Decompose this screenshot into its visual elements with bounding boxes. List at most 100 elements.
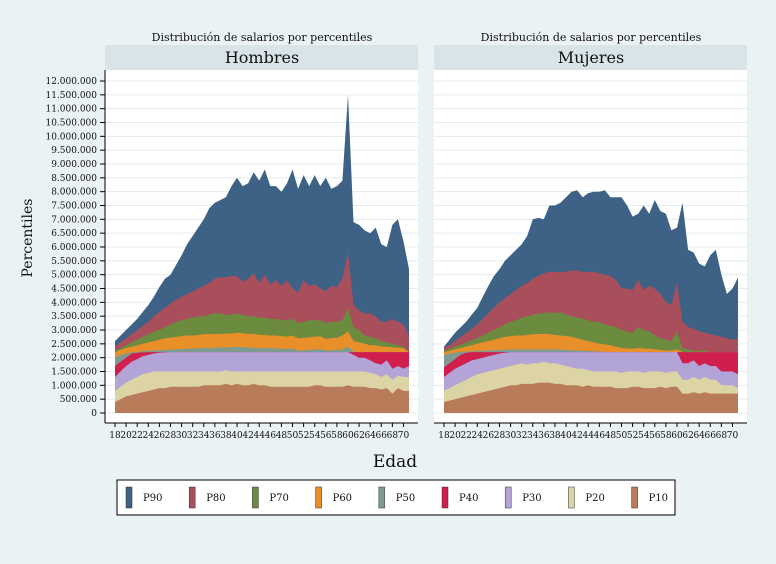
x-tick-label: 44 (582, 431, 594, 441)
x-tick-label: 56 (649, 431, 661, 441)
legend-swatch-p10 (631, 486, 638, 509)
x-tick-label: 62 (353, 431, 364, 441)
x-tick-label: 44 (253, 431, 265, 441)
x-tick-label: 36 (538, 431, 550, 441)
y-tick-label: 4.000.000 (51, 298, 97, 308)
legend-label-p50: P50 (396, 493, 415, 504)
x-tick-label: 58 (331, 431, 343, 441)
legend-label-p10: P10 (649, 493, 668, 504)
x-tick-label: 40 (560, 431, 572, 441)
x-tick-label: 40 (231, 431, 243, 441)
x-tick-label: 48 (276, 431, 288, 441)
y-tick-label: 2.500.000 (51, 340, 97, 350)
legend-swatch-p90 (125, 486, 133, 509)
y-tick-label: 11.500.000 (45, 91, 97, 101)
x-tick-label: 34 (527, 431, 539, 441)
y-tick-label: 6.000.000 (51, 243, 97, 253)
panel-strip-hombres (105, 45, 418, 70)
legend: P90 P80 P70 P60 P50 P40 P30 P20 P10 (116, 479, 676, 516)
legend-label-p30: P30 (522, 493, 541, 504)
x-tick-label: 56 (320, 431, 332, 441)
legend-label-p90: P90 (143, 493, 162, 504)
x-tick-label: 58 (660, 431, 672, 441)
x-tick-label: 22 (131, 431, 142, 441)
legend-label-p70: P70 (269, 493, 288, 504)
x-tick-label: 28 (494, 431, 506, 441)
x-tick-label: 38 (220, 431, 232, 441)
x-tick-label: 46 (594, 431, 606, 441)
legend-swatch-p80 (188, 486, 196, 509)
panel-subtitle-hombres: Hombres (225, 48, 299, 67)
x-tick-label: 38 (549, 431, 561, 441)
x-tick-label: 36 (209, 431, 221, 441)
x-tick-label: 70 (398, 431, 410, 441)
panel-title-mujeres: Distribución de salarios por percentiles (481, 31, 702, 44)
x-tick-label: 60 (671, 431, 683, 441)
plot-area-hombres: 18 20 22 24 26 28 30 32 34 36 38 40 42 44 46 48 50 52 54 56… (105, 70, 418, 441)
panel-title-hombres: Distribución de salarios por percentiles (152, 31, 373, 44)
x-tick-label: 64 (364, 431, 376, 441)
y-tick-label: 7.500.000 (51, 202, 97, 212)
area-series-p10-mujeres (444, 382, 738, 413)
x-tick-label: 24 (472, 431, 484, 441)
legend-label-p60: P60 (333, 493, 352, 504)
y-tick-label: 3.500.000 (51, 312, 97, 322)
panel-subtitle-mujeres: Mujeres (558, 48, 624, 67)
y-tick-label: 9.500.000 (51, 146, 97, 156)
x-tick-label: 18 (438, 431, 450, 441)
y-tick-label: 1.500.000 (51, 368, 97, 378)
x-tick-label: 48 (605, 431, 617, 441)
y-tick-label: 9.000.000 (51, 160, 97, 170)
x-tick-label: 66 (705, 431, 717, 441)
y-tick-label: 6.500.000 (51, 229, 97, 239)
y-tick-label: 11.000.000 (45, 105, 97, 115)
legend-swatch-p20 (568, 486, 575, 509)
x-tick-label: 64 (693, 431, 705, 441)
x-tick-label: 68 (716, 431, 728, 441)
x-tick-label: 20 (120, 431, 132, 441)
x-tick-label: 30 (176, 431, 188, 441)
x-tick-label: 52 (627, 431, 638, 441)
y-tick-label: 5.000.000 (51, 271, 97, 281)
x-tick-label: 32 (516, 431, 527, 441)
x-tick-label: 54 (309, 431, 321, 441)
x-tick-label: 42 (242, 431, 253, 441)
y-tick-label: 500.000 (60, 395, 97, 405)
y-tick-label: 8.500.000 (51, 174, 97, 184)
x-tick-label: 26 (154, 431, 166, 441)
plot-area-mujeres: 18 20 22 24 26 28 30 32 34 36 38 40 42 44 46 48 50 52 54 56… (434, 70, 747, 441)
x-tick-label: 30 (505, 431, 517, 441)
x-tick-label: 34 (198, 431, 210, 441)
legend-swatch-p30 (504, 486, 512, 509)
x-tick-label: 62 (682, 431, 693, 441)
y-tick-label: 2.000.000 (51, 354, 97, 364)
x-tick-label: 32 (187, 431, 198, 441)
x-tick-label: 50 (616, 431, 628, 441)
y-tick-label: 5.500.000 (51, 257, 97, 267)
y-tick-label: 1.000.000 (51, 381, 97, 391)
panel-mujeres: Distribución de salarios por percentiles… (434, 31, 747, 441)
y-axis-label: Percentiles (20, 199, 36, 278)
area-series-p10-hombres (115, 383, 409, 413)
legend-swatch-p40 (441, 486, 449, 509)
legend-swatch-p50 (378, 486, 386, 509)
x-tick-label: 70 (727, 431, 739, 441)
legend-swatch-p60 (315, 486, 322, 509)
x-tick-label: 18 (109, 431, 121, 441)
y-tick-label: 10.000.000 (45, 132, 97, 142)
y-tick-label: 3.000.000 (51, 326, 97, 336)
y-tick-label: 4.500.000 (51, 285, 97, 295)
x-tick-label: 50 (287, 431, 299, 441)
y-tick-label: 0 (91, 409, 97, 419)
x-tick-label: 46 (265, 431, 277, 441)
x-tick-label: 54 (638, 431, 650, 441)
x-tick-label: 42 (571, 431, 582, 441)
x-tick-label: 26 (483, 431, 495, 441)
legend-swatch-p70 (252, 486, 259, 509)
x-tick-label: 52 (298, 431, 309, 441)
x-tick-label: 66 (376, 431, 388, 441)
legend-label-p40: P40 (459, 493, 478, 504)
y-tick-label: 8.000.000 (51, 188, 97, 198)
y-tick-label: 10.500.000 (45, 119, 97, 129)
